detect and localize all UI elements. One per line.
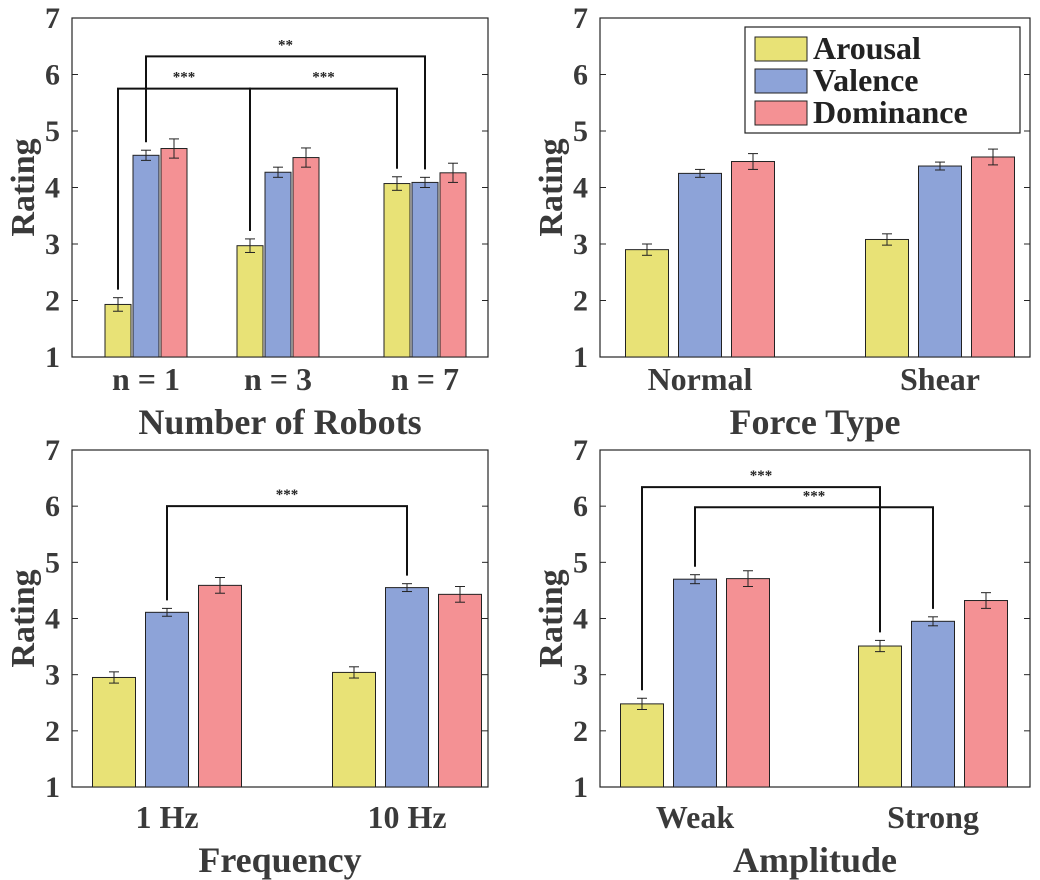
x-axis-title: Frequency bbox=[198, 840, 361, 880]
y-tick-label: 6 bbox=[45, 59, 60, 92]
bar-valence bbox=[678, 172, 722, 358]
y-tick-label: 6 bbox=[45, 490, 60, 523]
y-tick-label: 3 bbox=[45, 228, 60, 261]
bar-dominance bbox=[438, 593, 482, 788]
bar-valence bbox=[918, 165, 962, 358]
bar-arousal bbox=[865, 238, 909, 358]
panel-4: 1 2 3 4 5 6 7 Rating Weak Strong Amplitude *** *** bbox=[533, 434, 1031, 880]
y-tick-label: 2 bbox=[573, 285, 588, 318]
significance-bracket bbox=[641, 486, 881, 691]
y-tick-label: 4 bbox=[573, 603, 588, 636]
significance-label: *** bbox=[276, 487, 299, 503]
significance-bracket bbox=[249, 87, 398, 231]
bar-dominance bbox=[160, 148, 188, 358]
y-tick-label: 1 bbox=[45, 771, 60, 804]
y-axis-title: Rating bbox=[533, 569, 570, 667]
x-category-label: Normal bbox=[648, 361, 753, 397]
x-category-label: Shear bbox=[900, 361, 980, 397]
legend-label-valence: Valence bbox=[813, 62, 918, 98]
y-tick-label: 3 bbox=[573, 659, 588, 692]
y-tick-label: 7 bbox=[45, 434, 60, 467]
bar-arousal bbox=[92, 676, 136, 788]
y-tick-label: 7 bbox=[45, 2, 60, 35]
x-category-label: n = 1 bbox=[112, 361, 180, 397]
bar-valence bbox=[264, 171, 292, 358]
plot-area bbox=[599, 449, 1031, 788]
bar-dominance bbox=[292, 157, 320, 358]
legend-swatch-valence bbox=[754, 68, 808, 94]
legend-swatch-dominance bbox=[754, 100, 808, 126]
bar-dominance bbox=[198, 584, 242, 788]
bar-arousal bbox=[104, 303, 132, 358]
bar-valence bbox=[911, 620, 955, 788]
y-tick-label: 5 bbox=[45, 546, 60, 579]
significance-label: *** bbox=[173, 70, 196, 86]
bar-dominance bbox=[964, 600, 1008, 788]
y-tick-label: 7 bbox=[573, 2, 588, 35]
x-axis-title: Force Type bbox=[730, 402, 901, 442]
legend-swatch-arousal bbox=[754, 36, 808, 62]
legend-label-arousal: Arousal bbox=[813, 30, 921, 66]
bar-arousal bbox=[236, 245, 264, 358]
x-category-label: Weak bbox=[656, 799, 734, 835]
panel-2: 1 2 3 4 5 6 7 Rating Normal Shear Force Type Arousa… bbox=[533, 2, 1031, 442]
bar-valence bbox=[132, 154, 160, 358]
bar-valence bbox=[145, 611, 189, 788]
y-tick-label: 4 bbox=[45, 603, 60, 636]
x-axis-title: Number of Robots bbox=[138, 402, 421, 442]
significance-label: *** bbox=[312, 70, 335, 86]
x-category-label: 10 Hz bbox=[367, 799, 446, 835]
y-tick-label: 2 bbox=[45, 715, 60, 748]
bar-arousal bbox=[620, 703, 664, 788]
y-tick-label: 5 bbox=[573, 115, 588, 148]
y-tick-label: 5 bbox=[45, 115, 60, 148]
y-tick-label: 6 bbox=[573, 490, 588, 523]
significance-label: *** bbox=[750, 468, 773, 484]
panel-1: 1 2 3 4 5 6 7 Rating n = 1 n = 3 n = 7 Number of Ro… bbox=[5, 2, 489, 442]
y-axis-title: Rating bbox=[533, 138, 570, 236]
bar-dominance bbox=[731, 161, 775, 358]
bar-dominance bbox=[439, 172, 467, 358]
bar-arousal bbox=[383, 183, 411, 358]
y-tick-label: 1 bbox=[573, 771, 588, 804]
significance-bracket bbox=[145, 55, 426, 170]
legend-label-dominance: Dominance bbox=[813, 94, 968, 130]
x-category-label: n = 3 bbox=[244, 361, 312, 397]
bar-dominance bbox=[971, 156, 1015, 358]
y-axis-title: Rating bbox=[5, 569, 42, 667]
significance-bracket bbox=[166, 505, 408, 601]
bar-valence bbox=[385, 587, 429, 788]
significance-label: ** bbox=[278, 37, 293, 53]
bar-valence bbox=[673, 578, 717, 788]
x-category-label: Strong bbox=[887, 799, 979, 835]
y-tick-label: 7 bbox=[573, 434, 588, 467]
x-category-label: n = 7 bbox=[391, 361, 459, 397]
y-tick-label: 5 bbox=[573, 546, 588, 579]
significance-bracket bbox=[694, 506, 934, 609]
bar-arousal bbox=[858, 645, 902, 788]
bar-valence bbox=[411, 181, 439, 358]
y-tick-label: 3 bbox=[45, 659, 60, 692]
y-tick-label: 3 bbox=[573, 228, 588, 261]
significance-label: *** bbox=[803, 488, 826, 504]
y-tick-label: 4 bbox=[573, 172, 588, 205]
x-category-label: 1 Hz bbox=[135, 799, 198, 835]
bar-arousal bbox=[332, 671, 376, 788]
y-tick-label: 1 bbox=[573, 341, 588, 374]
y-tick-label: 6 bbox=[573, 59, 588, 92]
y-tick-label: 4 bbox=[45, 172, 60, 205]
bar-dominance bbox=[726, 578, 770, 788]
bar-arousal bbox=[625, 249, 669, 358]
y-tick-label: 2 bbox=[45, 285, 60, 318]
x-axis-title: Amplitude bbox=[733, 840, 897, 880]
y-axis-title: Rating bbox=[5, 138, 42, 236]
y-tick-label: 1 bbox=[45, 341, 60, 374]
y-tick-label: 2 bbox=[573, 715, 588, 748]
